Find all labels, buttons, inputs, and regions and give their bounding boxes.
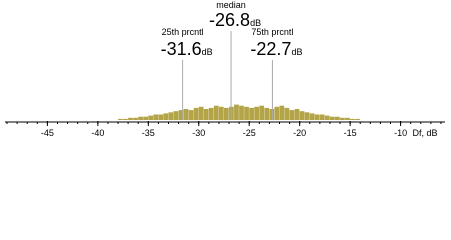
histogram-bar (335, 116, 340, 120)
histogram-bar (218, 106, 224, 120)
marker-value-number: -31.6 (161, 39, 202, 59)
marker-unit: dB (202, 47, 213, 57)
histogram-bar (203, 109, 209, 120)
marker-value: -26.8dB (209, 10, 261, 30)
histogram-bar (168, 112, 174, 120)
histogram-bar (244, 106, 249, 120)
x-tick-label: -35 (142, 128, 155, 138)
histogram-bar (274, 106, 280, 120)
histogram-bar (345, 117, 350, 120)
histogram-bar (128, 117, 133, 120)
histogram-bar (259, 105, 265, 120)
x-tick-label: -15 (344, 128, 357, 138)
x-tick-label: -10 (394, 128, 407, 138)
histogram-bar (355, 118, 360, 120)
histogram-bar (324, 115, 330, 120)
histogram-bar (279, 105, 285, 120)
histogram-bar (264, 107, 270, 120)
histogram-bar (239, 105, 244, 120)
histogram-bar (314, 114, 320, 120)
histogram-bar (198, 106, 204, 120)
marker-value-number: -22.7 (250, 39, 291, 59)
x-tick-label: -25 (243, 128, 256, 138)
marker-name: 25th prcntl (162, 27, 204, 37)
histogram-bar (299, 111, 305, 120)
histogram-bar (208, 107, 214, 120)
histogram-bar (163, 113, 169, 120)
marker-name: 75th prcntl (251, 27, 293, 37)
histogram-bar (133, 117, 138, 120)
histogram-bar (123, 118, 128, 120)
histogram-bar (289, 110, 295, 120)
histogram-bar (188, 110, 194, 120)
marker-value: -31.6dB (161, 39, 213, 59)
histogram-bar (223, 107, 229, 120)
x-axis-label: Df, dB (412, 128, 437, 138)
histogram-bar (319, 114, 325, 120)
histogram-bar (304, 112, 310, 120)
histogram-bar (309, 113, 315, 120)
histogram-bar (329, 116, 335, 120)
marker-name: median (216, 0, 246, 10)
histogram-bar (118, 118, 123, 120)
x-tick-label: -30 (192, 128, 205, 138)
histogram-bar (153, 114, 159, 120)
histogram-bar (284, 107, 290, 120)
histogram-bar (213, 105, 219, 120)
histogram-bar (294, 109, 300, 120)
marker-unit: dB (291, 47, 302, 57)
histogram-bar (183, 109, 189, 120)
x-tick-label: -20 (293, 128, 306, 138)
histogram-bar (178, 110, 184, 120)
marker-value-number: -26.8 (209, 10, 250, 30)
histogram-bar (148, 115, 154, 120)
histogram-bar (254, 106, 260, 120)
histogram-bar (158, 114, 164, 120)
marker-value: -22.7dB (250, 39, 302, 59)
histogram-bar (138, 116, 143, 120)
x-tick-label: -40 (91, 128, 104, 138)
marker-unit: dB (250, 18, 261, 28)
histogram-bar (350, 118, 355, 120)
histogram-bar (234, 104, 239, 120)
histogram-bar (173, 111, 179, 120)
histogram-bar (143, 116, 149, 120)
chart: Df, dB -45 -40 -35 -30 -25 -20 -15 -10 25th prcn… (5, 0, 445, 138)
x-tick-label: -45 (41, 128, 54, 138)
histogram-bar (249, 107, 254, 120)
histogram-bar (193, 107, 199, 120)
histogram-bar (340, 117, 345, 120)
histogram-bar (269, 109, 275, 120)
